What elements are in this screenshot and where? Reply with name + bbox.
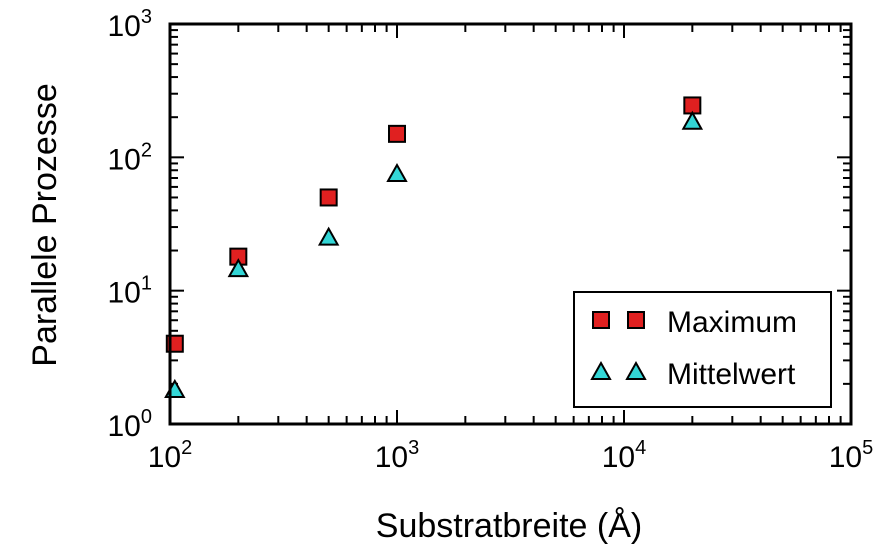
legend-marker-mittelwert: [625, 360, 647, 380]
x-tick-label: 105: [829, 437, 874, 474]
plot-area-frame: [168, 22, 853, 426]
mittelwert-point: [227, 258, 250, 278]
y-tick-label: 102: [108, 139, 153, 176]
legend-marker-mittelwert: [590, 360, 612, 380]
legend-marker-maximum: [592, 311, 610, 329]
data-points: [164, 96, 704, 398]
y-axis-title: Parallele Prozesse: [26, 83, 64, 366]
x-tick-label: 102: [148, 437, 193, 474]
legend: Maximum Mittelwert: [573, 291, 832, 408]
maximum-point: [319, 188, 338, 207]
mittelwert-point: [386, 162, 408, 182]
maximum-point: [388, 124, 406, 143]
y-tick-label: 101: [108, 273, 153, 310]
x-tick-label: 103: [375, 437, 420, 474]
mittelwert-point: [681, 110, 704, 130]
legend-marker-maximum: [627, 311, 645, 329]
mittelwert-point: [317, 226, 340, 246]
y-tick-label: 103: [108, 6, 153, 43]
axis-tick-labels: 102 103 104 105 100 101 102 103: [108, 6, 874, 474]
legend-box: [573, 291, 832, 408]
legend-label-mittelwert: Mittelwert: [667, 358, 796, 391]
y-tick-label: 100: [108, 406, 153, 443]
legend-label-maximum: Maximum: [667, 306, 797, 339]
x-tick-label: 104: [602, 437, 647, 474]
x-axis-title: Substratbreite (Å): [376, 507, 642, 545]
